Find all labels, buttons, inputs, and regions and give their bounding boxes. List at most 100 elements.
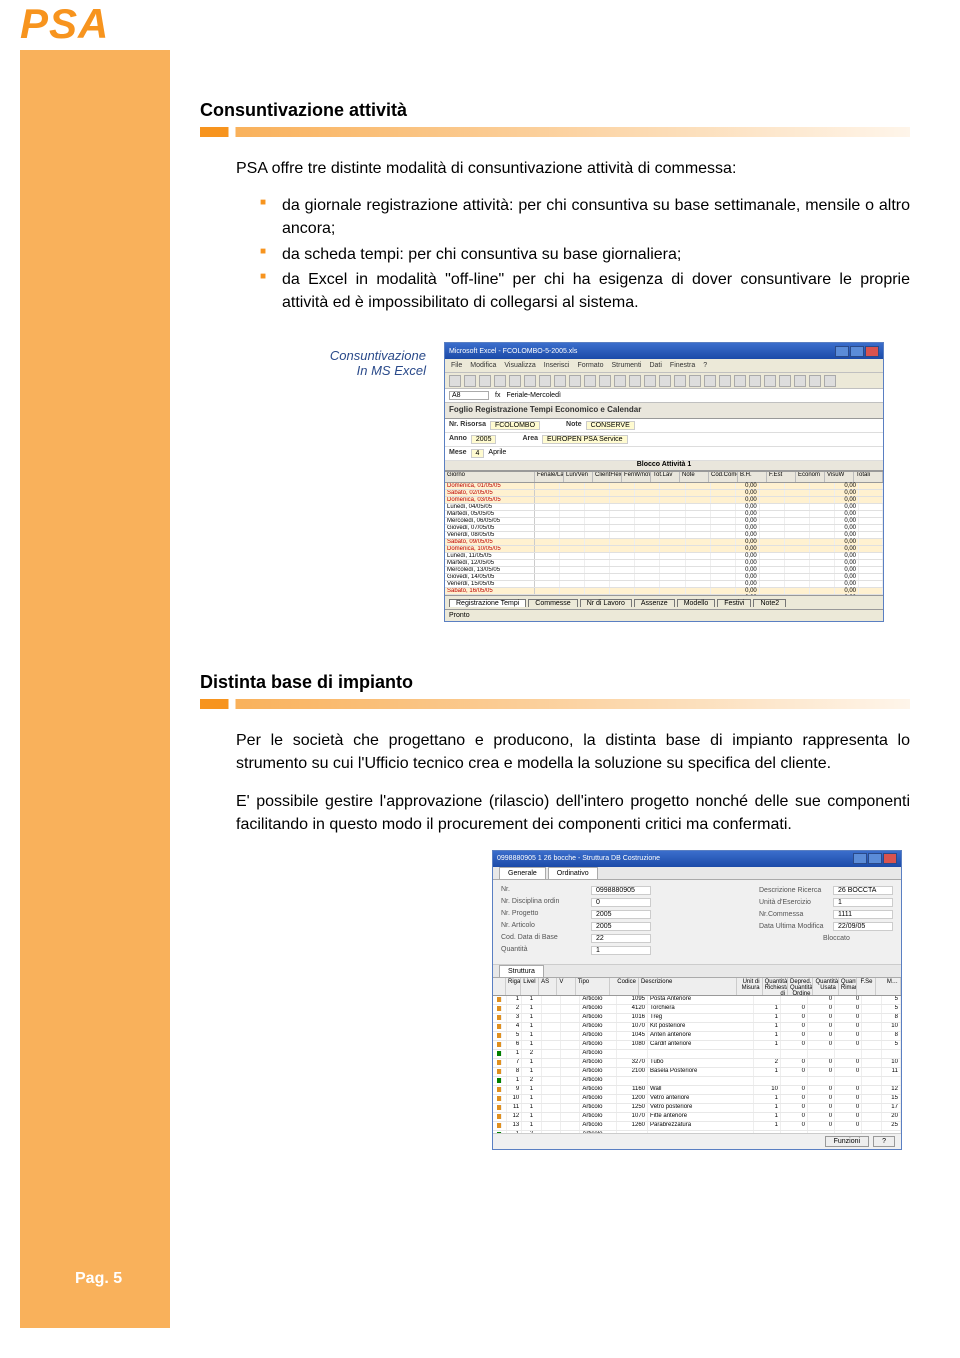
toolbar-button[interactable] (809, 375, 821, 387)
toolbar-button[interactable] (749, 375, 761, 387)
table-row[interactable]: 81Articolo2100Basela Posteriore100011 (493, 1068, 901, 1077)
toolbar-button[interactable] (584, 375, 596, 387)
row-handle-icon[interactable] (497, 1078, 502, 1083)
tab-ordinamento[interactable]: Ordinativo (548, 867, 598, 879)
tab-struttura[interactable]: Struttura (499, 965, 544, 977)
grid-row[interactable]: Sabato, 02/05/050,000,00 (445, 490, 883, 497)
toolbar-button[interactable] (659, 375, 671, 387)
maximize-icon[interactable] (868, 853, 882, 864)
functions-button[interactable]: Funzioni (825, 1136, 869, 1147)
row-handle-icon[interactable] (497, 1024, 502, 1029)
grid-row[interactable]: Domenica, 01/05/050,000,00 (445, 483, 883, 490)
table-row[interactable]: 12Articolo (493, 1050, 901, 1059)
toolbar-button[interactable] (764, 375, 776, 387)
table-row[interactable]: 12Articolo (493, 1077, 901, 1086)
toolbar-button[interactable] (719, 375, 731, 387)
toolbar-button[interactable] (689, 375, 701, 387)
table-row[interactable]: 121Articolo1070Fitte anteriore100020 (493, 1113, 901, 1122)
row-handle-icon[interactable] (497, 1105, 502, 1110)
toolbar-button[interactable] (614, 375, 626, 387)
toolbar-button[interactable] (569, 375, 581, 387)
table-row[interactable]: 41Articolo1070Kit posteriore100010 (493, 1023, 901, 1032)
toolbar-button[interactable] (734, 375, 746, 387)
row-handle-icon[interactable] (497, 1096, 502, 1101)
toolbar-button[interactable] (464, 375, 476, 387)
menu-item[interactable]: Dati (649, 362, 661, 369)
minimize-icon[interactable] (835, 346, 849, 357)
grid-row[interactable]: Giovedì, 07/05/050,000,00 (445, 525, 883, 532)
grid-row[interactable]: Lunedì, 04/05/050,000,00 (445, 504, 883, 511)
table-row[interactable]: 11Articolo1095Posta Anteriore005 (493, 996, 901, 1005)
tab-generale[interactable]: Generale (499, 867, 546, 879)
menu-item[interactable]: Finestra (670, 362, 695, 369)
toolbar-button[interactable] (779, 375, 791, 387)
menu-item[interactable]: ? (703, 362, 707, 369)
table-row[interactable]: 71Articolo3270Tubo200010 (493, 1059, 901, 1068)
grid-row[interactable]: Mercoledì, 13/05/050,000,00 (445, 567, 883, 574)
row-handle-icon[interactable] (497, 1114, 502, 1119)
menu-item[interactable]: Modifica (470, 362, 496, 369)
sheet-tab[interactable]: Nr di Lavoro (580, 599, 632, 607)
row-handle-icon[interactable] (497, 1042, 502, 1047)
menu-item[interactable]: Inserisci (544, 362, 570, 369)
grid-row[interactable]: Sabato, 09/05/050,000,00 (445, 539, 883, 546)
menu-item[interactable]: Formato (577, 362, 603, 369)
toolbar-button[interactable] (599, 375, 611, 387)
table-row[interactable]: 101Articolo1200Vetro anteriore100015 (493, 1095, 901, 1104)
grid-row[interactable]: Sabato, 16/05/050,000,00 (445, 588, 883, 595)
table-row[interactable]: 21Articolo4120Torchiera10005 (493, 1005, 901, 1014)
menu-item[interactable]: Visualizza (504, 362, 535, 369)
name-box[interactable]: A8 (449, 391, 489, 400)
row-handle-icon[interactable] (497, 1051, 502, 1056)
row-handle-icon[interactable] (497, 1033, 502, 1038)
row-handle-icon[interactable] (497, 1069, 502, 1074)
help-button[interactable]: ? (873, 1136, 895, 1147)
toolbar-button[interactable] (644, 375, 656, 387)
toolbar-button[interactable] (554, 375, 566, 387)
row-handle-icon[interactable] (497, 1015, 502, 1020)
toolbar-button[interactable] (629, 375, 641, 387)
close-icon[interactable] (865, 346, 879, 357)
row-handle-icon[interactable] (497, 1123, 502, 1128)
row-handle-icon[interactable] (497, 1006, 502, 1011)
toolbar-button[interactable] (794, 375, 806, 387)
grid-row[interactable]: Mercoledì, 06/05/050,000,00 (445, 518, 883, 525)
maximize-icon[interactable] (850, 346, 864, 357)
toolbar-button[interactable] (674, 375, 686, 387)
grid-row[interactable]: Martedì, 12/05/050,000,00 (445, 560, 883, 567)
toolbar-button[interactable] (704, 375, 716, 387)
grid-row[interactable]: Venerdì, 15/05/050,000,00 (445, 581, 883, 588)
sheet-tab[interactable]: Modello (677, 599, 716, 607)
grid-row[interactable]: Domenica, 03/05/050,000,00 (445, 497, 883, 504)
menu-item[interactable]: File (451, 362, 462, 369)
table-row[interactable]: 51Articolo1045Anten anteriore10008 (493, 1032, 901, 1041)
row-handle-icon[interactable] (497, 1060, 502, 1065)
grid-row[interactable]: Giovedì, 14/05/050,000,00 (445, 574, 883, 581)
fx-icon[interactable]: fx (495, 392, 500, 399)
grid-row[interactable]: Domenica, 10/05/050,000,00 (445, 546, 883, 553)
grid-row[interactable]: Martedì, 05/05/050,000,00 (445, 511, 883, 518)
row-handle-icon[interactable] (497, 1087, 502, 1092)
table-row[interactable]: 61Articolo1080Cardif anteriore10005 (493, 1041, 901, 1050)
row-handle-icon[interactable] (497, 997, 502, 1002)
table-row[interactable]: 31Articolo1016Treg10008 (493, 1014, 901, 1023)
toolbar-button[interactable] (524, 375, 536, 387)
grid-row[interactable]: Venerdì, 08/05/050,000,00 (445, 532, 883, 539)
toolbar-button[interactable] (449, 375, 461, 387)
toolbar-button[interactable] (479, 375, 491, 387)
sheet-tab[interactable]: Festivi (717, 599, 751, 607)
toolbar-button[interactable] (509, 375, 521, 387)
sheet-tab[interactable]: Assenze (634, 599, 675, 607)
toolbar-button[interactable] (539, 375, 551, 387)
table-row[interactable]: 111Articolo1250Vetro posteriore100017 (493, 1104, 901, 1113)
minimize-icon[interactable] (853, 853, 867, 864)
close-icon[interactable] (883, 853, 897, 864)
menu-item[interactable]: Strumenti (612, 362, 642, 369)
table-row[interactable]: 131Articolo1260Parabrezzatura100025 (493, 1122, 901, 1131)
grid-row[interactable]: Lunedì, 11/05/050,000,00 (445, 553, 883, 560)
sheet-tab[interactable]: Registrazione Tempi (449, 599, 526, 607)
toolbar-button[interactable] (824, 375, 836, 387)
sheet-tab[interactable]: Note2 (753, 599, 786, 607)
toolbar-button[interactable] (494, 375, 506, 387)
table-row[interactable]: 91Articolo1160Wall1000012 (493, 1086, 901, 1095)
